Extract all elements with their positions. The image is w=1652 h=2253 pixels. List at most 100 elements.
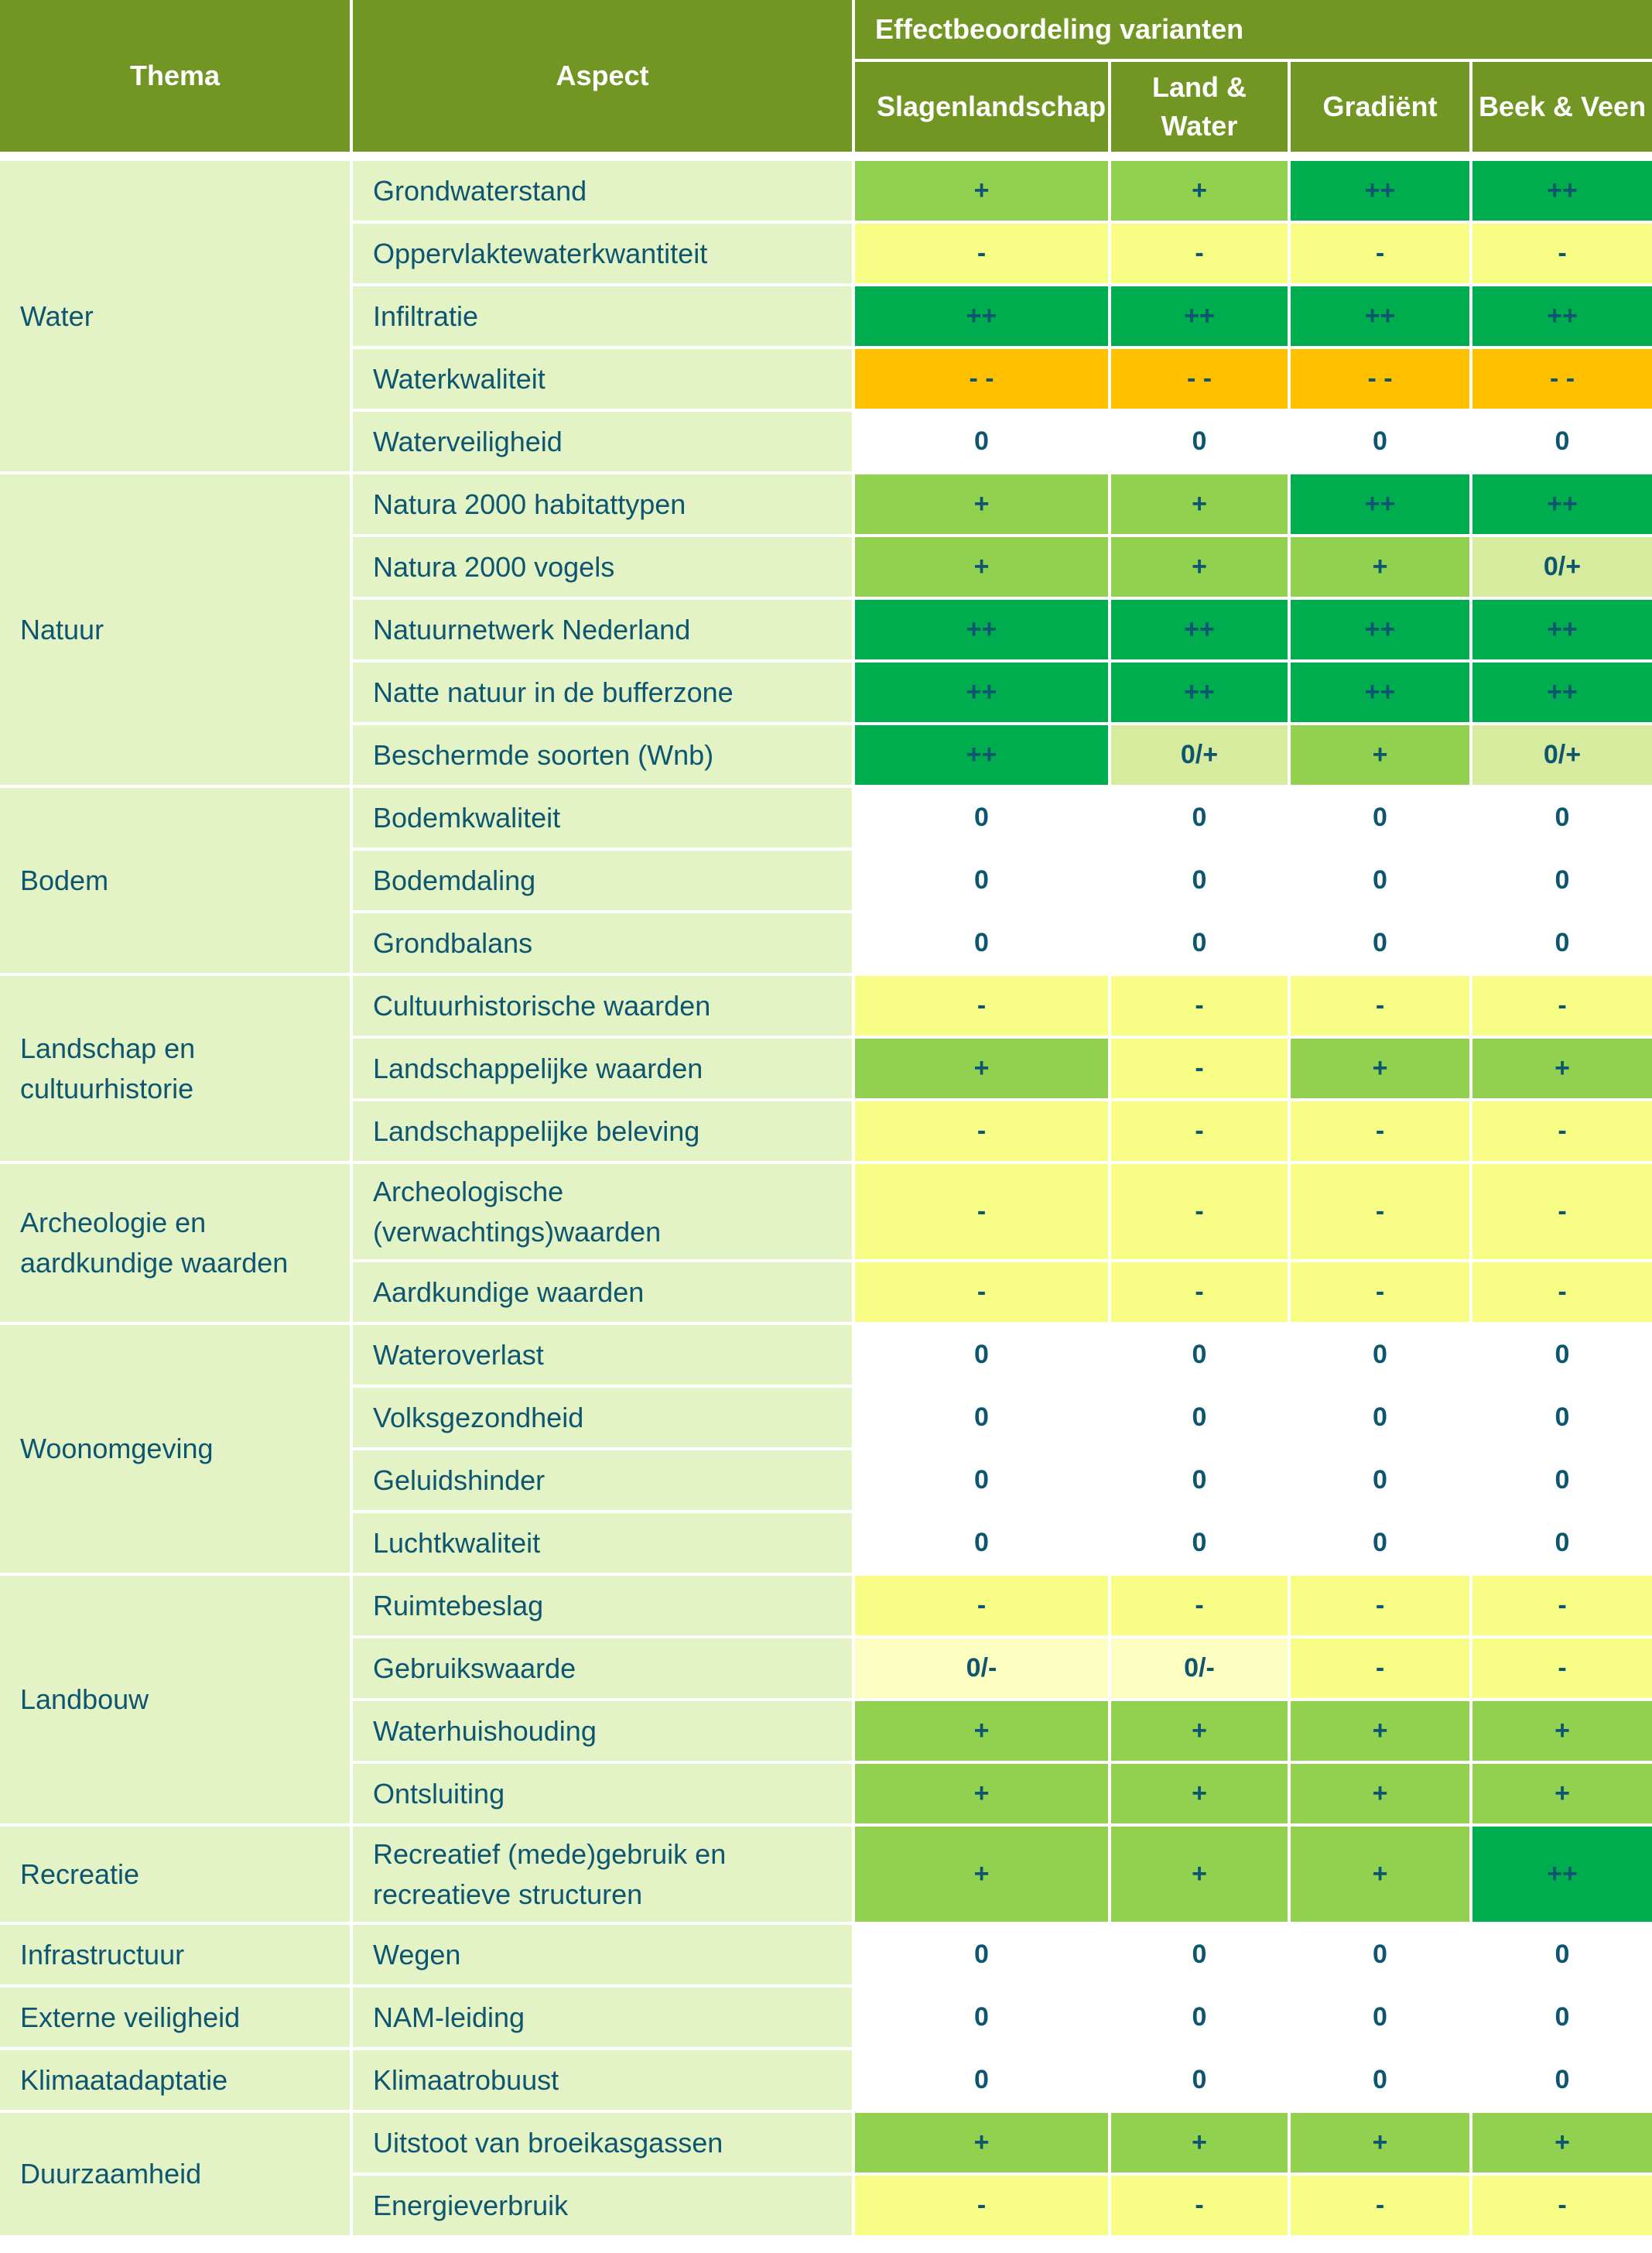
header-aspect: Aspect [353,0,852,152]
thema-label: Recreatie [0,1827,350,1922]
score-cell: 0 [1291,1513,1469,1573]
aspect-label: Cultuurhistorische waarden [353,976,852,1036]
score-cell: - [1291,976,1469,1036]
score-cell: - [1291,1576,1469,1635]
score-cell: + [1111,1701,1288,1761]
score-cell: - [1111,2176,1288,2235]
aspect-label: Beschermde soorten (Wnb) [353,725,852,785]
score-cell: - [1111,1576,1288,1635]
aspect-label: Waterkwaliteit [353,349,852,409]
score-cell: 0 [1111,788,1288,847]
aspect-label: Natura 2000 vogels [353,537,852,597]
score-cell: + [1291,1764,1469,1823]
aspect-label: Grondbalans [353,913,852,973]
aspect-label: Landschappelijke waarden [353,1039,852,1098]
score-cell: - [1472,224,1652,283]
score-cell: - - [1111,349,1288,409]
score-cell: 0 [1472,851,1652,910]
score-cell: 0 [1291,851,1469,910]
aspect-label: Klimaatrobuust [353,2050,852,2110]
score-cell: ++ [855,725,1108,785]
thema-label: Bodem [0,788,350,973]
score-cell: 0 [855,2050,1108,2110]
thema-label: Natuur [0,474,350,785]
aspect-label: Recreatief (mede)gebruik en recreatieve … [353,1827,852,1922]
score-cell: - [1291,1101,1469,1161]
score-cell: ++ [1472,663,1652,722]
score-cell: + [855,161,1108,221]
score-cell: - [1472,1164,1652,1259]
aspect-label: NAM-leiding [353,1988,852,2047]
score-cell: 0 [1291,1325,1469,1385]
score-cell: + [1111,1827,1288,1922]
aspect-label: Archeologische (verwachtings)waarden [353,1164,852,1259]
aspect-label: Wegen [353,1925,852,1984]
aspect-label: Infiltratie [353,286,852,346]
score-cell: 0 [1111,1513,1288,1573]
score-cell: 0 [1111,1450,1288,1510]
score-cell: - [855,224,1108,283]
score-cell: - [1111,1039,1288,1098]
score-cell: - [1472,1638,1652,1698]
score-cell: ++ [1111,286,1288,346]
score-cell: - [1472,976,1652,1036]
score-cell: + [1111,1764,1288,1823]
score-cell: - [855,976,1108,1036]
score-cell: - [1111,1164,1288,1259]
score-cell: 0 [1291,1925,1469,1984]
score-cell: - [1111,976,1288,1036]
thema-label: Woonomgeving [0,1325,350,1573]
score-cell: 0 [1291,1388,1469,1447]
aspect-label: Bodemdaling [353,851,852,910]
score-cell: + [855,537,1108,597]
score-cell: - [855,1101,1108,1161]
score-cell: 0 [855,1325,1108,1385]
score-cell: 0 [1472,788,1652,847]
score-cell: - - [855,349,1108,409]
score-cell: 0/- [855,1638,1108,1698]
score-cell: + [1472,1039,1652,1098]
score-cell: 0 [1291,913,1469,973]
aspect-label: Ruimtebeslag [353,1576,852,1635]
score-cell: + [1291,1039,1469,1098]
aspect-label: Landschappelijke beleving [353,1101,852,1161]
header-variant-3: Gradiënt [1291,62,1469,152]
score-cell: 0 [855,1925,1108,1984]
score-cell: 0 [1291,2050,1469,2110]
score-cell: 0 [1472,1925,1652,1984]
score-cell: - [855,1164,1108,1259]
score-cell: 0 [1472,412,1652,471]
score-cell: 0 [1111,1925,1288,1984]
score-cell: + [1472,2113,1652,2173]
score-cell: - [1472,1262,1652,1322]
aspect-label: Waterhuishouding [353,1701,852,1761]
aspect-label: Oppervlaktewaterkwantiteit [353,224,852,283]
aspect-label: Geluidshinder [353,1450,852,1510]
score-cell: - [1472,1576,1652,1635]
score-cell: - [1472,1101,1652,1161]
score-cell: - [1291,2176,1469,2235]
score-cell: ++ [855,663,1108,722]
score-cell: ++ [855,286,1108,346]
score-cell: + [1111,537,1288,597]
score-cell: ++ [1111,600,1288,659]
thema-label: Landbouw [0,1576,350,1823]
score-cell: - [1111,1101,1288,1161]
score-cell: + [1111,2113,1288,2173]
aspect-label: Volksgezondheid [353,1388,852,1447]
score-cell: + [1291,1701,1469,1761]
score-cell: - - [1291,349,1469,409]
thema-label: Externe veiligheid [0,1988,350,2047]
aspect-label: Natte natuur in de bufferzone [353,663,852,722]
score-cell: - [1291,1164,1469,1259]
score-cell: - [1111,224,1288,283]
score-cell: ++ [1472,286,1652,346]
header-thema: Thema [0,0,350,152]
score-cell: 0 [1111,1325,1288,1385]
score-cell: 0 [1291,412,1469,471]
aspect-label: Wateroverlast [353,1325,852,1385]
score-cell: 0 [1472,1450,1652,1510]
thema-label: Water [0,161,350,471]
score-cell: 0 [1472,1988,1652,2047]
